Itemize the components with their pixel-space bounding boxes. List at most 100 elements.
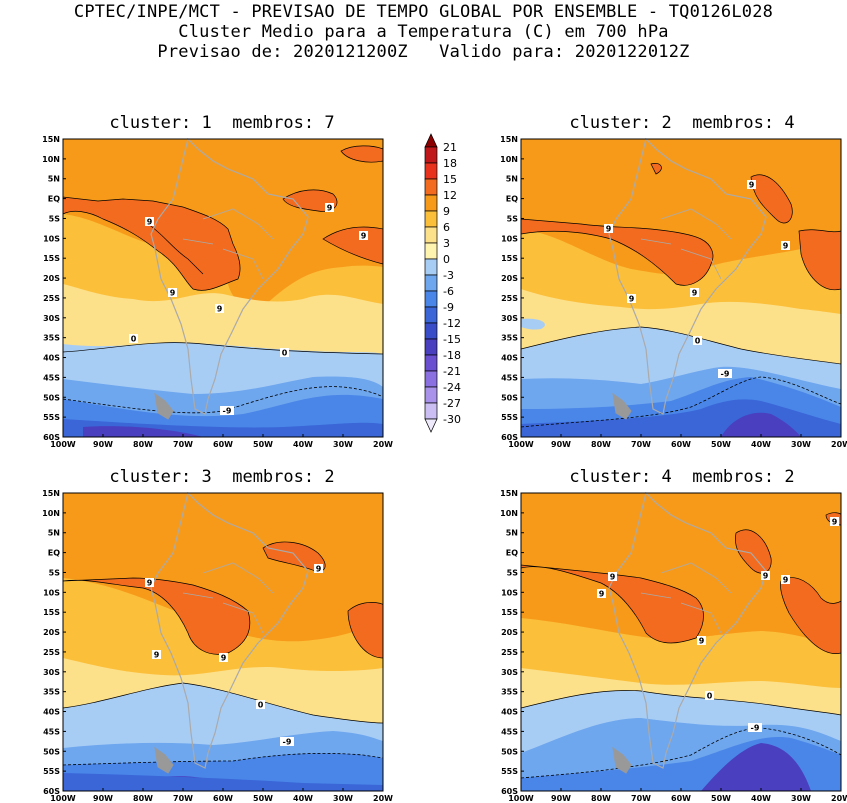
contour-label: 9 xyxy=(699,637,705,646)
lat-tick-label: 10S xyxy=(501,588,518,597)
lat-tick-label: EQ xyxy=(506,195,518,204)
figure-title-line1: CPTEC/INPE/MCT - PREVISAO DE TEMPO GLOBA… xyxy=(73,2,774,22)
contour-label: 0 xyxy=(131,335,137,344)
colorbar-level-label: -21 xyxy=(443,365,461,378)
lat-tick-label: 60S xyxy=(43,787,60,796)
lat-tick-label: 45S xyxy=(43,373,60,382)
lat-tick-label: 35S xyxy=(43,688,60,697)
contour-label: -9 xyxy=(283,738,292,747)
lon-tick-label: 100W xyxy=(508,440,534,449)
lat-tick-label: 15S xyxy=(43,608,60,617)
lon-tick-label: 20W xyxy=(831,794,847,803)
lon-tick-label: 90W xyxy=(93,440,113,449)
contour-label: 9 xyxy=(221,654,227,663)
colorbar-level-label: 6 xyxy=(443,221,450,234)
lat-tick-label: 5S xyxy=(507,214,519,223)
colorbar-max-arrow xyxy=(424,133,438,148)
lat-tick-label: 55S xyxy=(501,413,518,422)
lat-tick-label: 20S xyxy=(501,628,518,637)
lat-tick-label: 35S xyxy=(43,334,60,343)
contour-label: 9 xyxy=(217,305,223,314)
lon-tick-label: 40W xyxy=(751,440,771,449)
lon-tick-label: 90W xyxy=(551,440,571,449)
lat-tick-label: 25S xyxy=(43,294,60,303)
contour-label: 9 xyxy=(606,225,612,234)
contour-label: 9 xyxy=(327,204,333,213)
lat-tick-label: 45S xyxy=(501,373,518,382)
lat-tick-label: 40S xyxy=(43,708,60,717)
colorbar-swatch xyxy=(424,258,438,276)
lon-tick-label: 40W xyxy=(293,794,313,803)
lon-tick-label: 30W xyxy=(333,794,353,803)
colorbar-level-label: -27 xyxy=(443,397,461,410)
lat-tick-label: 15S xyxy=(43,254,60,263)
lat-tick-label: 50S xyxy=(43,747,60,756)
lon-tick-label: 40W xyxy=(751,794,771,803)
colorbar-swatch xyxy=(424,194,438,212)
colorbar-level-label: 3 xyxy=(443,237,450,250)
contour-label: 9 xyxy=(783,576,789,585)
lon-tick-label: 90W xyxy=(93,794,113,803)
lat-tick-label: 20S xyxy=(43,274,60,283)
colorbar-swatch xyxy=(424,338,438,356)
panel-1-title: cluster: 1 membros: 7 xyxy=(109,113,335,133)
lon-tick-label: 100W xyxy=(50,794,76,803)
colorbar-min-arrow xyxy=(424,418,438,433)
contour-label: 9 xyxy=(316,565,322,574)
lat-tick-label: EQ xyxy=(506,549,518,558)
lat-tick-label: 60S xyxy=(501,433,518,442)
lon-tick-label: 50W xyxy=(253,440,273,449)
colorbar-level-label: -30 xyxy=(443,413,461,426)
lat-tick-label: 10N xyxy=(500,509,518,518)
colorbar-level-label: -24 xyxy=(443,381,461,394)
panel-4-contour-labels: 9 9 9 9 9 9 0 -9 xyxy=(597,517,839,733)
panel-4-title: cluster: 4 membros: 2 xyxy=(569,467,795,487)
contour-label: -9 xyxy=(751,724,760,733)
lat-tick-label: 15S xyxy=(501,608,518,617)
colorbar-swatch xyxy=(424,226,438,244)
lat-tick-label: 35S xyxy=(501,334,518,343)
contour-label: 0 xyxy=(695,337,701,346)
contour-label: 9 xyxy=(147,218,153,227)
panel-1-map xyxy=(62,138,384,438)
lon-tick-label: 60W xyxy=(213,440,233,449)
lat-tick-label: 55S xyxy=(43,413,60,422)
lat-tick-label: 50S xyxy=(501,747,518,756)
lat-tick-label: 5N xyxy=(48,529,60,538)
contour-label: 9 xyxy=(361,232,367,241)
lat-tick-label: 15N xyxy=(42,489,60,498)
colorbar-swatch xyxy=(424,162,438,180)
contour-label: 9 xyxy=(749,181,755,190)
contour-label: 9 xyxy=(610,573,616,582)
lon-tick-label: 60W xyxy=(671,794,691,803)
lon-tick-label: 50W xyxy=(253,794,273,803)
lon-tick-label: 80W xyxy=(133,794,153,803)
colorbar-level-label: -6 xyxy=(443,285,454,298)
contour-label: 9 xyxy=(599,590,605,599)
lat-tick-label: 15S xyxy=(501,254,518,263)
colorbar-swatch xyxy=(424,178,438,196)
lat-tick-label: 15N xyxy=(500,135,518,144)
colorbar-swatch xyxy=(424,146,438,164)
lon-tick-label: 60W xyxy=(671,440,691,449)
lat-tick-label: 15N xyxy=(42,135,60,144)
colorbar-swatch xyxy=(424,370,438,388)
lat-tick-label: 45S xyxy=(501,727,518,736)
colorbar-swatch xyxy=(424,354,438,372)
lat-tick-label: 30S xyxy=(43,668,60,677)
panel-3-title: cluster: 3 membros: 2 xyxy=(109,467,335,487)
panel-3-contour-labels: 9 9 9 9 0 -9 xyxy=(145,564,323,747)
lat-tick-label: 10N xyxy=(42,155,60,164)
lat-tick-label: 20S xyxy=(43,628,60,637)
colorbar-swatch xyxy=(424,386,438,404)
lat-tick-label: 45S xyxy=(43,727,60,736)
colorbar-swatch xyxy=(424,290,438,308)
lon-tick-label: 70W xyxy=(173,794,193,803)
axis-labels: 15N 10N 5N EQ 5S 10S 15S 20S 25S 30S 35S 40S 45S 50S 5… xyxy=(42,135,847,803)
contour-label: 9 xyxy=(783,242,789,251)
contour-label: 9 xyxy=(154,651,160,660)
lat-tick-label: 60S xyxy=(501,787,518,796)
panel-2-map xyxy=(520,138,842,438)
lon-tick-label: 70W xyxy=(631,794,651,803)
lon-tick-label: 30W xyxy=(791,794,811,803)
